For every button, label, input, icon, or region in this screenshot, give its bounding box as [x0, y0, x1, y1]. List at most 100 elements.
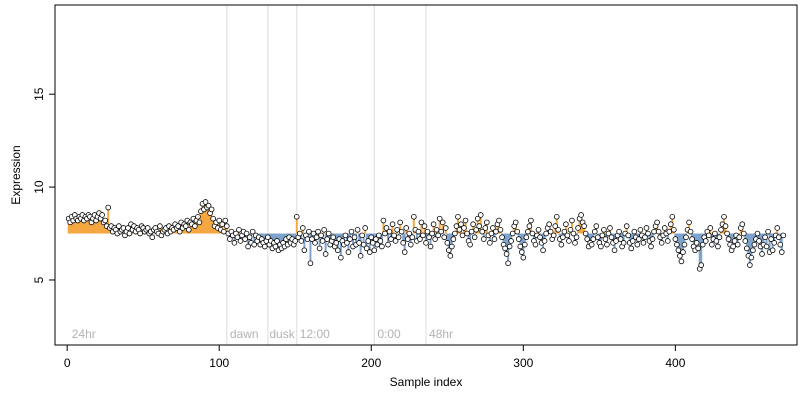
data-point: [442, 225, 449, 231]
data-point: [643, 225, 650, 231]
data-point: [661, 225, 668, 231]
data-point: [604, 241, 610, 248]
data-point: [487, 240, 493, 246]
data-point: [669, 214, 676, 220]
data-point: [629, 238, 636, 244]
data-point: [224, 223, 230, 229]
data-point: [338, 254, 344, 261]
data-point: [243, 230, 250, 237]
data-point: [474, 215, 481, 222]
data-point: [744, 245, 750, 252]
data-point: [369, 240, 376, 246]
data-point: [591, 228, 598, 235]
data-point: [424, 228, 431, 235]
annotations: 24hr dawn dusk 12:00 0:00 48hr: [72, 327, 453, 341]
data-point: [322, 251, 329, 257]
data-point: [236, 227, 242, 233]
data-point: [488, 230, 495, 237]
data-point: [373, 236, 379, 242]
data-point: [220, 228, 227, 235]
data-point: [186, 227, 192, 233]
data-point: [742, 238, 749, 244]
data-point: [116, 223, 122, 229]
data-point: [307, 260, 314, 267]
data-point: [360, 241, 367, 248]
data-point: [300, 225, 306, 231]
data-point: [482, 225, 489, 231]
data-point: [563, 221, 569, 228]
data-point: [567, 227, 574, 233]
data-point: [677, 253, 683, 259]
data-point: [724, 230, 730, 237]
data-point: [219, 221, 226, 228]
data-point: [617, 236, 624, 242]
annotation-label: dusk: [269, 327, 295, 341]
data-point: [398, 228, 405, 235]
data-point: [689, 236, 695, 242]
data-point: [144, 225, 151, 231]
data-point: [532, 241, 539, 248]
data-point: [345, 249, 352, 255]
data-point: [658, 240, 665, 246]
annotation-label: 24hr: [72, 327, 96, 341]
data-point: [491, 236, 498, 242]
data-point: [406, 230, 413, 237]
data-point: [537, 234, 543, 241]
data-point: [620, 240, 627, 246]
data-point: [777, 241, 784, 248]
data-point: [731, 238, 738, 244]
data-point: [411, 214, 417, 220]
data-point: [707, 225, 714, 231]
data-point: [395, 234, 402, 241]
data-point: [640, 240, 647, 246]
data-point: [388, 236, 394, 242]
data-point: [484, 219, 490, 226]
data-point: [249, 228, 256, 235]
y-axis: 5 10 15: [32, 87, 56, 283]
data-point: [686, 219, 692, 226]
data-point: [547, 228, 554, 235]
data-point: [202, 199, 209, 205]
data-point: [712, 230, 718, 237]
data-point: [702, 238, 709, 244]
data-point: [648, 243, 654, 250]
data-point: [636, 236, 642, 242]
data-point: [452, 230, 458, 237]
data-point: [439, 219, 446, 226]
data-point: [231, 240, 238, 246]
data-point: [175, 223, 181, 229]
x-tick-label: 400: [665, 356, 685, 370]
data-point: [427, 243, 434, 250]
data-point: [265, 234, 271, 241]
data-point: [584, 236, 590, 242]
data-point: [374, 241, 381, 248]
data-point: [456, 227, 463, 233]
data-point: [721, 214, 727, 220]
data-point: [298, 238, 305, 244]
data-point: [637, 227, 644, 233]
data-point: [518, 249, 525, 255]
data-point: [347, 236, 353, 242]
data-point: [365, 238, 372, 244]
annotation-label: dawn: [230, 327, 259, 341]
data-point: [407, 241, 414, 248]
data-point: [566, 238, 572, 244]
data-point: [555, 227, 562, 233]
data-point: [356, 240, 362, 246]
data-point: [552, 223, 559, 229]
data-point: [687, 228, 694, 235]
data-point: [389, 221, 396, 228]
data-point: [227, 236, 233, 242]
data-point: [222, 217, 229, 224]
x-tick-label: 300: [513, 356, 533, 370]
data-point: [763, 243, 770, 250]
data-point: [318, 232, 324, 239]
data-point: [734, 241, 741, 248]
annotation-label: 48hr: [429, 327, 453, 341]
data-point: [575, 225, 581, 231]
data-point: [525, 228, 531, 235]
data-point: [558, 241, 565, 248]
data-point: [740, 230, 747, 237]
data-point: [386, 228, 393, 235]
data-point: [394, 227, 400, 233]
